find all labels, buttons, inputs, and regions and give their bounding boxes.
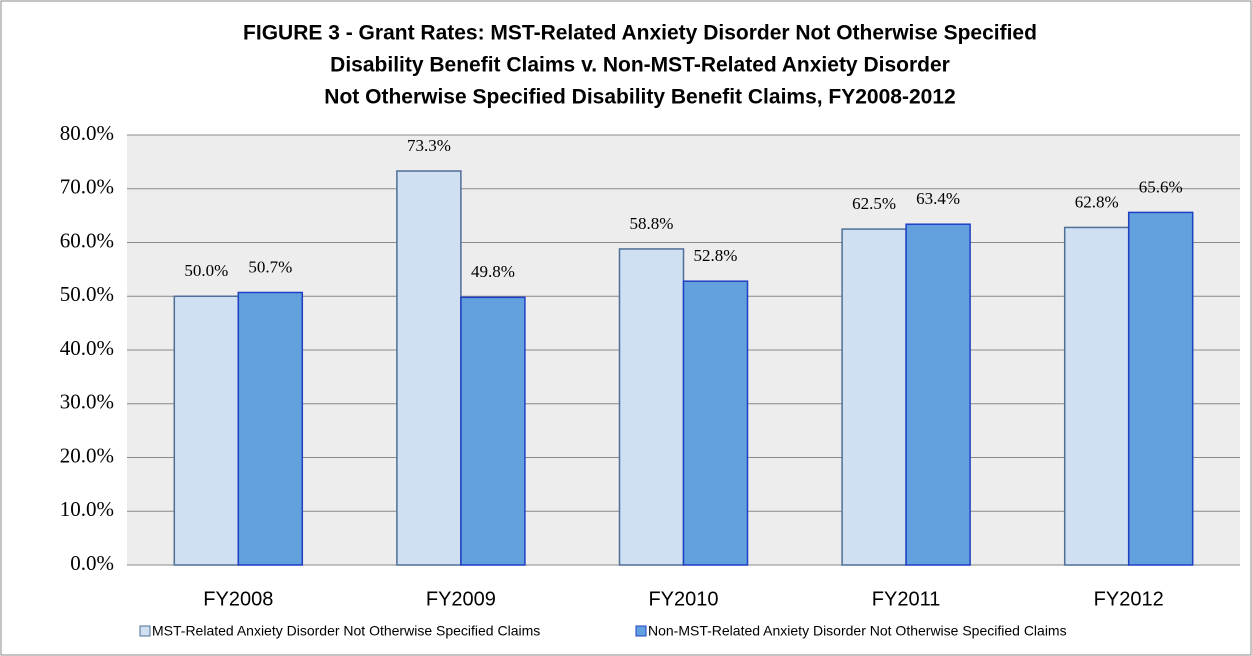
value-label: 50.7% (248, 257, 292, 276)
x-tick-label: FY2009 (426, 588, 496, 610)
value-label: 52.8% (694, 246, 738, 265)
bar (396, 170, 462, 566)
x-tick-label: FY2012 (1094, 588, 1164, 610)
legend-swatch (635, 625, 647, 637)
bar (905, 223, 971, 566)
x-tick-label: FY2008 (203, 588, 273, 610)
value-label: 65.6% (1139, 177, 1183, 196)
bar (173, 295, 240, 566)
value-label: 62.5% (852, 194, 896, 213)
value-label: 63.4% (916, 189, 960, 208)
bar (618, 248, 685, 566)
y-tick-label: 40.0% (60, 336, 114, 360)
bar (1063, 226, 1130, 566)
value-label: 49.8% (471, 262, 515, 281)
x-tick-label: FY2010 (648, 588, 718, 610)
y-tick-label: 30.0% (60, 390, 114, 414)
legend-label: MST-Related Anxiety Disorder Not Otherwi… (152, 623, 540, 639)
y-tick-label: 50.0% (60, 282, 114, 306)
value-label: 50.0% (184, 261, 228, 280)
chart-title: Not Otherwise Specified Disability Benef… (324, 86, 955, 109)
y-tick-label: 60.0% (60, 228, 114, 252)
x-tick-label: FY2011 (872, 588, 941, 610)
value-label: 58.8% (630, 214, 674, 233)
bar (1127, 211, 1194, 566)
chart-title: Disability Benefit Claims v. Non-MST-Rel… (330, 54, 950, 77)
y-tick-label: 80.0% (60, 121, 114, 145)
legend-swatch (139, 625, 151, 637)
value-label: 62.8% (1075, 192, 1119, 211)
bar (841, 228, 907, 566)
bar (460, 296, 526, 566)
legend-label: Non-MST-Related Anxiety Disorder Not Oth… (648, 623, 1067, 639)
value-label: 73.3% (407, 136, 451, 155)
bar (237, 291, 304, 566)
y-tick-label: 70.0% (60, 175, 114, 199)
y-tick-label: 0.0% (70, 551, 114, 575)
chart-title: FIGURE 3 - Grant Rates: MST-Related Anxi… (243, 22, 1037, 45)
y-tick-label: 10.0% (60, 497, 114, 521)
bar (682, 280, 749, 566)
y-tick-label: 20.0% (60, 443, 114, 467)
